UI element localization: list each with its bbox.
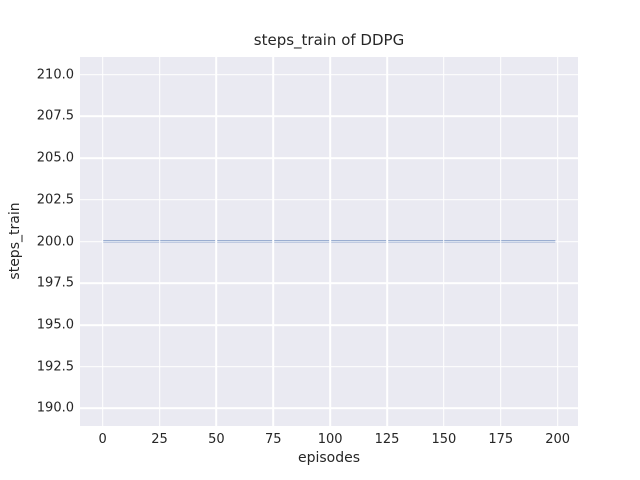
y-tick-label: 192.5 [36, 359, 74, 375]
h-gridline [80, 240, 578, 243]
y-tick-label: 197.5 [36, 275, 74, 291]
h-gridline [80, 407, 578, 410]
h-gridline [80, 157, 578, 159]
y-tick-label: 200.0 [36, 234, 74, 249]
x-tick-label: 75 [264, 432, 282, 447]
h-gridline [80, 282, 578, 285]
x-tick-label: 200 [545, 432, 571, 447]
h-gridline [80, 73, 578, 76]
v-gridline [272, 57, 275, 426]
h-gridline [80, 115, 578, 118]
y-tick-label: 190.0 [36, 400, 74, 416]
h-gridline [80, 365, 578, 368]
x-tick-label: 150 [431, 432, 457, 447]
v-gridline [329, 57, 331, 426]
x-tick-label: 175 [488, 432, 514, 447]
y-tick-label: 205.0 [36, 150, 74, 166]
v-gridline [158, 57, 161, 426]
v-gridline [386, 57, 388, 426]
y-axis-label: steps_train [7, 202, 23, 280]
y-tick-label: 202.5 [36, 192, 74, 208]
h-gridline [80, 324, 578, 326]
v-gridline [101, 57, 104, 426]
x-axis-label: episodes [297, 450, 361, 466]
plot-area [80, 57, 578, 426]
x-tick-label: 25 [151, 432, 168, 447]
chart-title: steps_train of DDPG [253, 31, 405, 49]
y-tick-label: 207.5 [36, 108, 74, 124]
v-gridline [443, 57, 445, 426]
v-gridline [499, 57, 502, 426]
v-gridline [215, 57, 218, 426]
x-tick-label: 100 [317, 432, 343, 447]
x-tick-label: 125 [374, 432, 400, 447]
x-tick-label: 0 [98, 432, 107, 447]
v-gridline [556, 57, 559, 426]
y-tick-label: 195.0 [36, 317, 74, 333]
h-gridline [80, 198, 578, 201]
y-tick-label: 210.0 [36, 67, 74, 83]
x-tick-label: 50 [208, 432, 225, 447]
